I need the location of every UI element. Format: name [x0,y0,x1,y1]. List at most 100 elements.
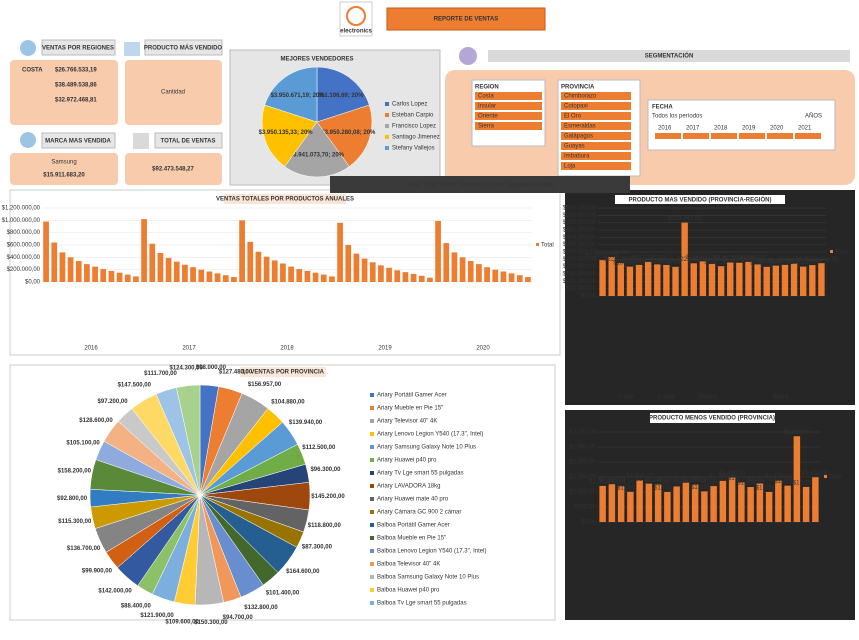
timeline-bar[interactable] [767,133,793,139]
kpi-label: VENTAS POR REGIONES [42,46,114,52]
data-label: $1.212,00 [774,479,801,485]
legend-swatch [370,536,374,540]
data-label: $1.005,00 [617,485,644,491]
timeline-year: 2020 [770,126,784,132]
bar [222,275,229,282]
bar [394,270,401,282]
bar [699,261,707,296]
bar [626,266,634,296]
slicer-title: PROVINCIA [561,85,595,91]
bar [719,480,727,522]
kpi-label-box [41,132,116,149]
y-tick-label: $150.000,00 [563,272,597,278]
slicer-item-label: El Oro [564,114,582,120]
bar [173,261,180,282]
data-label: $226.910,00 [723,256,757,262]
slicer-item-label: Costa [478,94,494,100]
data-label: $265.438,00 [595,251,629,257]
kpi-value: $15.911.683,20 [43,173,85,179]
bar [812,477,819,522]
slicer-item-label: Galápagos [564,134,593,140]
slicer-item[interactable] [475,92,542,100]
bar [636,480,643,522]
data-label: $232.410,00 [631,255,665,261]
bar [141,219,147,282]
data-label: $1.191,00 [608,480,635,486]
data-label: $221.550,00 [777,257,811,263]
bar [736,262,743,296]
data-label: $164.600,00 [286,569,320,575]
y-tick-label: $1.500,00 [569,475,596,481]
kpi-label-box [41,39,116,56]
y-tick-label: $0,00 [581,520,597,526]
timeline-bar[interactable] [655,133,681,139]
data-label: $3.950.671,19; 20% [271,93,326,99]
legend-label: Total [541,243,554,249]
bar [654,264,661,296]
slicer-item[interactable] [561,142,631,150]
timeline-bar[interactable] [795,133,821,139]
group-label: Sierra [772,395,789,401]
timeline-bar[interactable] [711,133,737,139]
slicer-item[interactable] [475,122,542,130]
data-label: $124.300,00 [169,365,203,371]
kpi-box [10,153,118,185]
y-tick-label: $250.000,00 [563,257,597,263]
slicer-item[interactable] [561,162,631,170]
slicer-item[interactable] [561,102,631,110]
legend-swatch [370,523,374,527]
bar [386,267,392,282]
kpi-box [10,60,118,125]
y-tick-label: $200.000,00 [7,267,41,273]
kpi-region: COSTA [22,68,43,74]
bar [516,275,523,282]
slicer-item-label: Loja [564,164,576,170]
data-label: $1.000,00 [654,486,681,492]
data-label: $1.370,00 [710,474,737,480]
group-label: Insular [657,395,675,401]
legend-label: Balboa Huawei p40 pro [377,588,440,594]
bar [710,486,717,522]
bar [402,272,409,282]
data-label: $244.322,00 [586,254,620,260]
slicer-item[interactable] [561,112,631,120]
data-label: $145.200,00 [311,494,345,500]
data-label: $121.900,00 [140,613,174,619]
data-label: $1.310,00 [673,476,700,482]
bar [800,266,807,296]
legend-label: Total [829,475,842,481]
bar [645,483,653,522]
group-label: 2016 [84,346,98,352]
data-label: $2.859,00 [784,430,811,436]
bar [329,276,335,282]
timeline-bar[interactable] [683,133,709,139]
data-label: $1.280,00 [636,477,663,483]
chart-title: 10 VENTAS POR PROVINCIA [242,370,325,376]
slicer-item-label: Chimborazo [564,94,597,100]
slicer-item[interactable] [475,112,542,120]
bar [747,487,754,522]
bar [288,266,294,282]
bar [476,264,482,282]
slicer-item[interactable] [561,152,631,160]
slicer-item[interactable] [475,102,542,110]
bar [206,271,213,282]
bar [369,262,376,282]
timeline-bar[interactable] [739,133,765,139]
bar [59,252,66,282]
legend-swatch [370,445,374,449]
title-banner [386,7,546,31]
y-tick-label: $100.000,00 [563,279,597,285]
bar [599,485,606,522]
chart-title-box [615,195,785,204]
y-tick-label: $350.000,00 [563,242,597,248]
slicer-item[interactable] [561,92,631,100]
y-tick-label: $800.000,00 [7,230,41,236]
data-label: $136.700,00 [67,546,101,552]
bar [608,484,616,522]
y-tick-label: $550.000,00 [563,213,597,219]
slicer-item[interactable] [561,122,631,130]
data-label: $139.940,00 [289,420,323,426]
bar [263,256,270,282]
slicer-item[interactable] [561,132,631,140]
